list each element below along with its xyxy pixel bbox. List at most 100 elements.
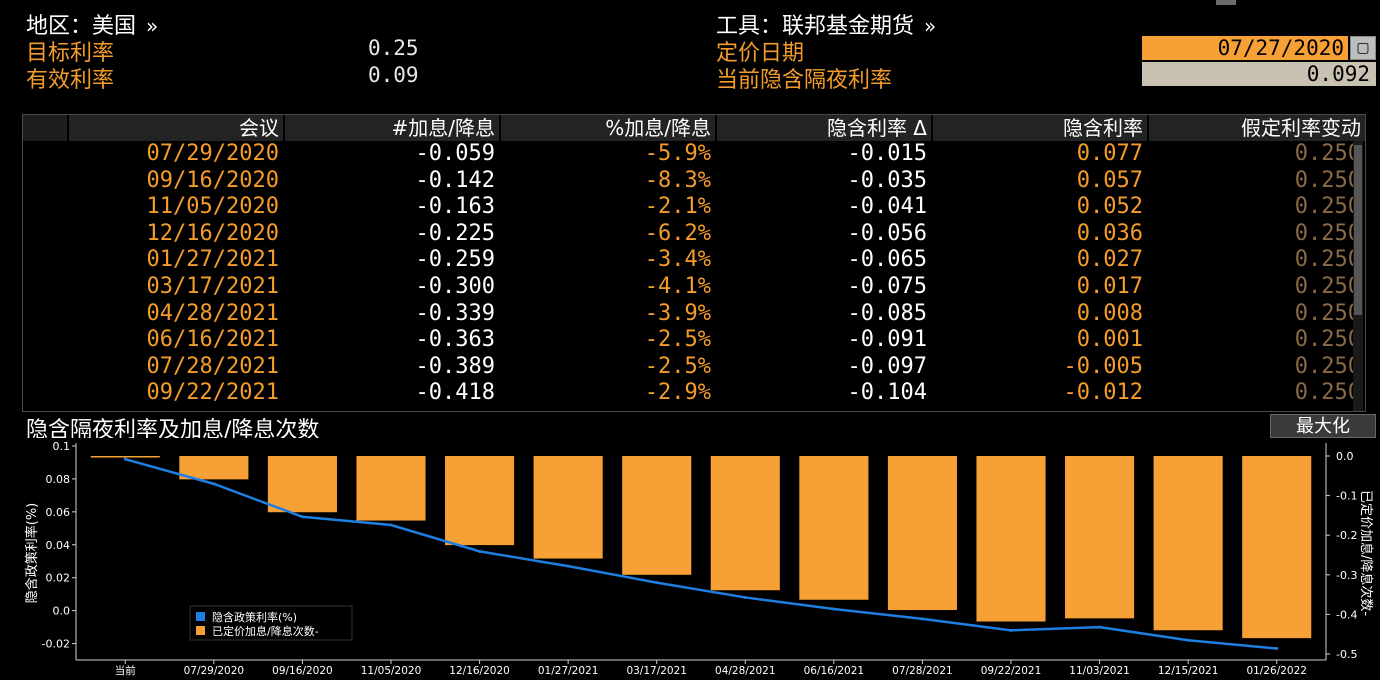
table-row[interactable]: 07/29/2020 -0.059 -5.9% -0.015 0.077 0.250 <box>23 141 1365 168</box>
column-header-hikes-pct[interactable]: %加息/降息 <box>499 115 715 141</box>
chart-line-point <box>1186 638 1190 642</box>
cell-meeting: 09/16/2020 <box>146 167 279 193</box>
region-selector[interactable]: 地区：美国 » <box>26 8 158 40</box>
current-implied-value: 0.092 <box>1142 62 1376 86</box>
column-header-implied-rate[interactable]: 隐含利率 <box>931 115 1147 141</box>
chart-line-point <box>212 482 216 486</box>
chart-line-point <box>832 607 836 611</box>
meetings-table: 会议 #加息/降息 %加息/降息 隐含利率 Δ 隐含利率 假定利率变动 07/2… <box>22 114 1366 412</box>
cell-assumed-change: 0.250 <box>1294 167 1361 193</box>
chart-line-point <box>478 549 482 553</box>
cell-meeting: 12/16/2020 <box>146 220 279 246</box>
effective-rate-label: 有效利率 <box>26 68 115 93</box>
chart-line-point <box>655 581 659 585</box>
table-row[interactable]: 09/22/2021 -0.418 -2.9% -0.104 -0.012 0.250 <box>23 380 1365 407</box>
cell-hikes-count: -0.363 <box>415 327 495 353</box>
x-tick-label: 12/15/2021 <box>1158 665 1219 677</box>
left-axis-label: 隐含政策利率(%) <box>24 503 40 604</box>
cell-implied-delta: -0.097 <box>847 353 927 379</box>
cell-hikes-count: -0.142 <box>415 167 495 193</box>
chart-bar <box>267 456 337 513</box>
chart-line-point <box>566 564 570 568</box>
table-row[interactable]: 11/05/2020 -0.163 -2.1% -0.041 0.052 0.250 <box>23 194 1365 221</box>
right-tick-label: 0.0 <box>1336 450 1354 463</box>
cell-implied-rate: 0.008 <box>1076 300 1143 326</box>
cell-assumed-change: 0.250 <box>1294 300 1361 326</box>
right-tick-label: -0.2 <box>1336 529 1357 542</box>
cell-hikes-pct: -2.1% <box>644 194 711 220</box>
cell-meeting: 07/28/2021 <box>146 353 279 379</box>
top-right-indicator <box>1216 0 1236 5</box>
x-tick-label: 01/26/2022 <box>1246 665 1307 677</box>
chart-bar <box>1153 456 1223 631</box>
cell-meeting: 09/22/2021 <box>146 380 279 406</box>
cell-implied-rate: 0.036 <box>1076 220 1143 246</box>
x-tick-label: 当前 <box>115 664 136 677</box>
region-arrow-icon: » <box>146 14 159 38</box>
chart-bar <box>887 456 957 611</box>
chart-bar <box>710 456 780 591</box>
cell-hikes-pct: -8.3% <box>644 167 711 193</box>
cell-implied-delta: -0.041 <box>847 194 927 220</box>
table-row[interactable]: 03/17/2021 -0.300 -4.1% -0.075 0.017 0.250 <box>23 274 1365 301</box>
cell-hikes-count: -0.225 <box>415 220 495 246</box>
table-row[interactable]: 12/16/2020 -0.225 -6.2% -0.056 0.036 0.250 <box>23 221 1365 248</box>
cell-implied-rate: 0.017 <box>1076 274 1143 299</box>
cell-hikes-pct: -6.2% <box>644 220 711 246</box>
table-scrollbar[interactable] <box>1353 141 1363 411</box>
legend-label-line: 隐含政策利率(%) <box>212 610 297 624</box>
x-tick-label: 01/27/2021 <box>538 665 599 677</box>
cell-hikes-pct: -4.1% <box>644 274 711 299</box>
pricing-date-input[interactable]: 07/27/2020 <box>1142 36 1348 60</box>
left-tick-label: 0.0 <box>53 605 71 618</box>
chart-line-point <box>1098 625 1102 629</box>
column-header-meeting[interactable]: 会议 <box>67 115 283 141</box>
cell-meeting: 11/05/2020 <box>146 194 279 220</box>
scrollbar-thumb[interactable] <box>1354 145 1362 315</box>
x-tick-label: 04/28/2021 <box>715 665 776 677</box>
legend-label-bar: 已定价加息/降息次数- <box>212 624 319 638</box>
cell-implied-rate: 0.001 <box>1076 327 1143 353</box>
right-axis-label: 已定价加息/降息次数- <box>1358 490 1374 616</box>
right-tick-label: -0.4 <box>1336 608 1357 621</box>
calendar-icon[interactable]: ▢ <box>1350 36 1376 60</box>
cell-hikes-pct: -2.5% <box>644 353 711 379</box>
cell-hikes-count: -0.418 <box>415 380 495 406</box>
chart-line-point <box>743 595 747 599</box>
x-tick-label: 07/28/2021 <box>892 665 953 677</box>
cell-implied-delta: -0.065 <box>847 247 927 273</box>
table-row[interactable]: 01/27/2021 -0.259 -3.4% -0.065 0.027 0.250 <box>23 247 1365 274</box>
cell-meeting: 06/16/2021 <box>146 327 279 353</box>
x-tick-label: 03/17/2021 <box>626 665 687 677</box>
chart-bar <box>622 456 692 575</box>
chart-bar <box>179 456 249 480</box>
instrument-label: 工具：联邦基金期货 <box>716 14 915 39</box>
cell-hikes-count: -0.389 <box>415 353 495 379</box>
right-tick-label: -0.3 <box>1336 569 1357 582</box>
right-tick-label: -0.1 <box>1336 490 1357 503</box>
cell-hikes-count: -0.339 <box>415 300 495 326</box>
cell-assumed-change: 0.250 <box>1294 327 1361 353</box>
chart-line-point <box>389 523 393 527</box>
cell-implied-delta: -0.085 <box>847 300 927 326</box>
x-tick-label: 06/16/2021 <box>804 665 865 677</box>
chart-bar <box>1242 456 1312 639</box>
cell-implied-rate: 0.057 <box>1076 167 1143 193</box>
table-row[interactable]: 04/28/2021 -0.339 -3.9% -0.085 0.008 0.250 <box>23 301 1365 328</box>
chart-line-point <box>300 515 304 519</box>
cell-implied-rate: 0.052 <box>1076 194 1143 220</box>
instrument-selector[interactable]: 工具：联邦基金期货 » <box>716 8 936 40</box>
chart-bar <box>356 456 426 521</box>
column-header-assumed-change[interactable]: 假定利率变动 <box>1147 115 1365 141</box>
cell-implied-delta: -0.104 <box>847 380 927 406</box>
table-row[interactable]: 07/28/2021 -0.389 -2.5% -0.097 -0.005 0.250 <box>23 354 1365 381</box>
left-tick-label: -0.02 <box>42 638 70 651</box>
table-row[interactable]: 06/16/2021 -0.363 -2.5% -0.091 0.001 0.250 <box>23 327 1365 354</box>
table-row[interactable]: 09/16/2020 -0.142 -8.3% -0.035 0.057 0.250 <box>23 168 1365 195</box>
column-header-implied-delta[interactable]: 隐含利率 Δ <box>715 115 931 141</box>
x-tick-label: 09/22/2021 <box>981 665 1042 677</box>
column-header-hikes-count[interactable]: #加息/降息 <box>283 115 499 141</box>
left-tick-label: 0.08 <box>46 473 71 486</box>
maximize-button[interactable]: 最大化 <box>1270 414 1376 438</box>
chart-line-point <box>920 617 924 621</box>
